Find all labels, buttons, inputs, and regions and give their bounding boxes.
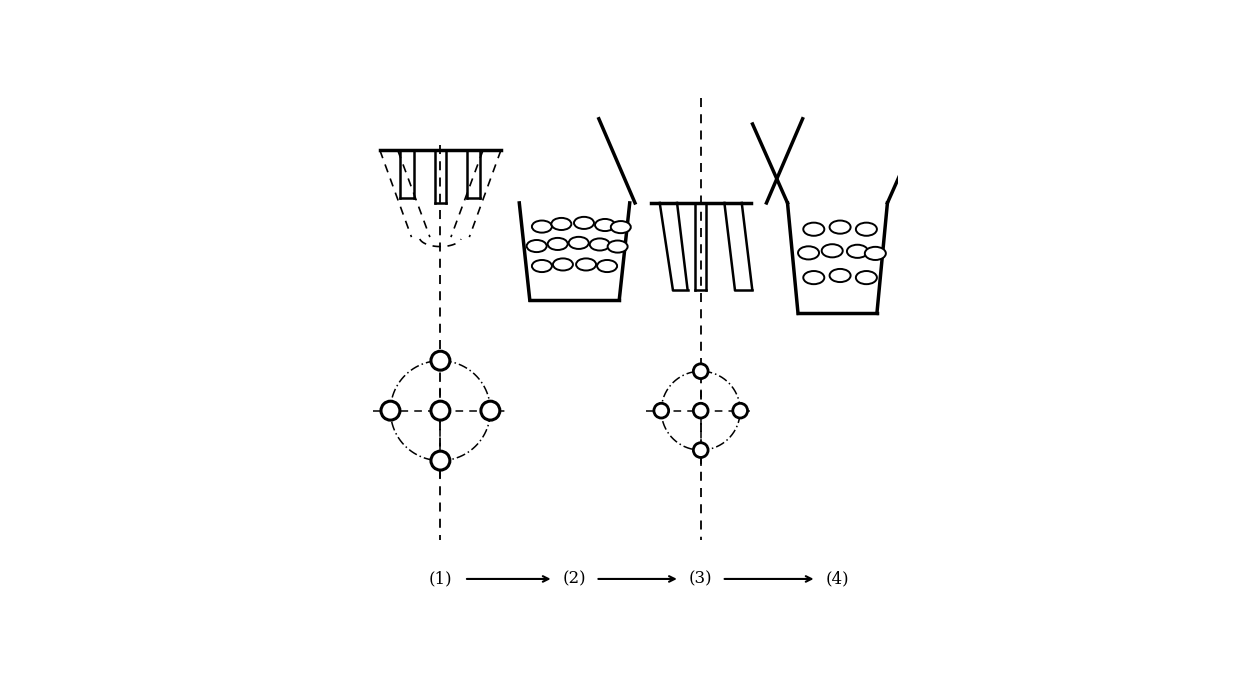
Ellipse shape [830,269,851,282]
Ellipse shape [532,260,551,272]
Circle shape [694,364,709,378]
Ellipse shape [856,223,877,236]
Ellipse shape [803,271,824,284]
Ellipse shape [798,247,819,260]
Ellipse shape [865,247,886,260]
Circle shape [654,403,669,418]
Ellipse shape [548,238,567,250]
Circle shape [431,451,450,470]
Circle shape [481,401,499,420]
Circle shape [431,351,450,370]
Ellipse shape [803,223,824,236]
Ellipse shape [607,240,628,253]
Text: (4): (4) [825,570,849,587]
Ellipse shape [597,260,617,272]
Circle shape [732,403,747,418]
Ellipse shape [856,271,877,284]
Ellipse shape [611,221,631,233]
Ellipse shape [590,238,610,251]
Ellipse shape [551,218,571,230]
Ellipse shape [830,221,851,234]
Ellipse shape [569,237,589,249]
Text: (3): (3) [689,570,712,587]
Text: (1): (1) [429,570,452,587]
Circle shape [694,443,709,458]
Circle shape [380,401,400,420]
Circle shape [431,401,450,420]
Ellipse shape [527,240,546,252]
Ellipse shape [532,221,551,233]
Ellipse shape [553,258,572,270]
Ellipse shape [847,245,869,258]
Text: (2): (2) [563,570,586,587]
Circle shape [694,403,709,418]
Ellipse shape [574,217,593,229]
Ellipse shape [821,245,843,257]
Ellipse shape [576,258,596,270]
Ellipse shape [595,219,615,231]
